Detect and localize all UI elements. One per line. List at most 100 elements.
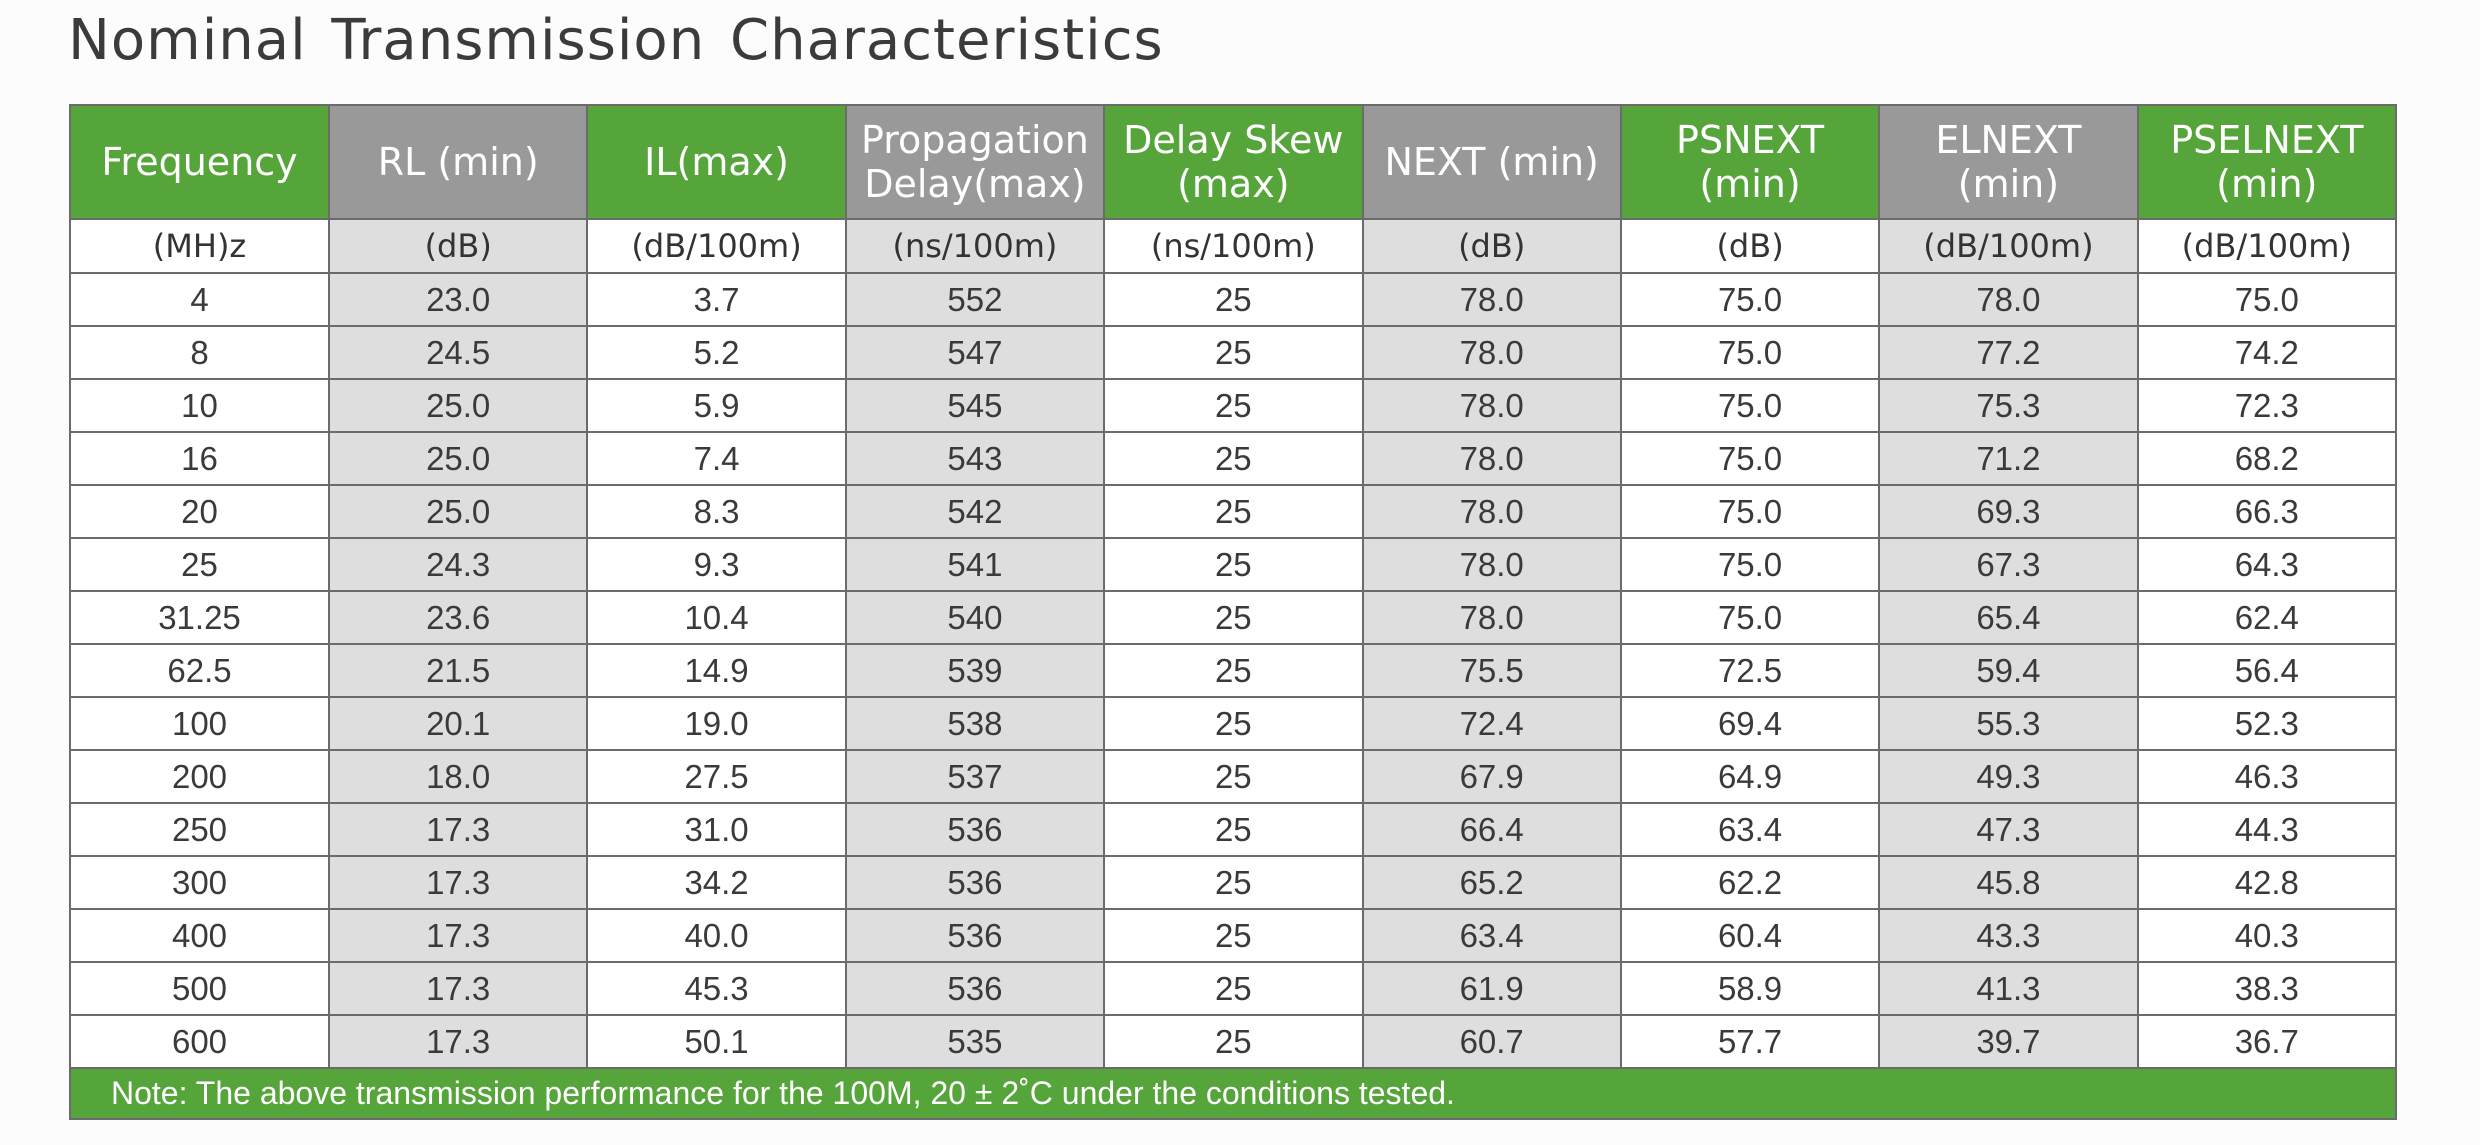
value-cell: 65.2 bbox=[1361, 855, 1622, 910]
value-cell: 9.3 bbox=[586, 537, 847, 592]
frequency-cell: 16 bbox=[69, 431, 330, 486]
value-cell: 14.9 bbox=[586, 643, 847, 698]
column-header-line: IL(max) bbox=[644, 140, 789, 184]
value-cell: 49.3 bbox=[1878, 749, 2139, 804]
column-header-line: (min) bbox=[2216, 162, 2318, 206]
unit-cell: (ns/100m) bbox=[844, 218, 1106, 274]
value-cell: 44.3 bbox=[2136, 802, 2398, 857]
value-cell: 21.5 bbox=[327, 643, 589, 698]
value-cell: 45.3 bbox=[586, 961, 847, 1016]
value-cell: 41.3 bbox=[1878, 961, 2139, 1016]
frequency-cell: 100 bbox=[69, 696, 330, 751]
table-row: 20 25.0 8.3 542 25 78.0 75.0 69.3 66.3 bbox=[69, 484, 2398, 539]
value-cell: 17.3 bbox=[327, 961, 589, 1016]
value-cell: 552 bbox=[844, 272, 1106, 327]
value-cell: 67.9 bbox=[1361, 749, 1622, 804]
value-cell: 72.4 bbox=[1361, 696, 1622, 751]
table-row: 8 24.5 5.2 547 25 78.0 75.0 77.2 74.2 bbox=[69, 325, 2398, 380]
unit-cell: (dB) bbox=[1361, 218, 1622, 274]
value-cell: 535 bbox=[844, 1014, 1106, 1069]
value-cell: 66.4 bbox=[1361, 802, 1622, 857]
page-title: Nominal Transmission Characteristics bbox=[68, 8, 1164, 73]
value-cell: 42.8 bbox=[2136, 855, 2398, 910]
value-cell: 536 bbox=[844, 802, 1106, 857]
value-cell: 47.3 bbox=[1878, 802, 2139, 857]
value-cell: 543 bbox=[844, 431, 1106, 486]
column-header: Frequency bbox=[69, 104, 330, 220]
value-cell: 75.0 bbox=[1619, 378, 1881, 433]
value-cell: 71.2 bbox=[1878, 431, 2139, 486]
value-cell: 64.9 bbox=[1619, 749, 1881, 804]
value-cell: 547 bbox=[844, 325, 1106, 380]
value-cell: 25 bbox=[1103, 272, 1364, 327]
value-cell: 55.3 bbox=[1878, 696, 2139, 751]
column-header-line: Delay Skew bbox=[1123, 118, 1344, 162]
value-cell: 3.7 bbox=[586, 272, 847, 327]
value-cell: 78.0 bbox=[1361, 431, 1622, 486]
table-row: 500 17.3 45.3 536 25 61.9 58.9 41.3 38.3 bbox=[69, 961, 2398, 1016]
column-header-line: NEXT (min) bbox=[1384, 140, 1599, 184]
value-cell: 536 bbox=[844, 961, 1106, 1016]
column-header-line: PSELNEXT bbox=[2170, 118, 2364, 162]
value-cell: 78.0 bbox=[1361, 484, 1622, 539]
value-cell: 50.1 bbox=[586, 1014, 847, 1069]
value-cell: 67.3 bbox=[1878, 537, 2139, 592]
value-cell: 61.9 bbox=[1361, 961, 1622, 1016]
value-cell: 545 bbox=[844, 378, 1106, 433]
table-row: 25 24.3 9.3 541 25 78.0 75.0 67.3 64.3 bbox=[69, 537, 2398, 592]
value-cell: 25.0 bbox=[327, 431, 589, 486]
column-header: PSNEXT (min) bbox=[1619, 104, 1881, 220]
unit-cell: (dB/100m) bbox=[1878, 218, 2139, 274]
column-header: Delay Skew (max) bbox=[1103, 104, 1364, 220]
value-cell: 540 bbox=[844, 590, 1106, 645]
value-cell: 39.7 bbox=[1878, 1014, 2139, 1069]
value-cell: 25 bbox=[1103, 1014, 1364, 1069]
value-cell: 63.4 bbox=[1619, 802, 1881, 857]
header-row: Frequency RL (min) IL(max) Propagation Delay… bbox=[69, 104, 2398, 220]
value-cell: 75.0 bbox=[1619, 325, 1881, 380]
value-cell: 17.3 bbox=[327, 855, 589, 910]
column-header-line: Propagation bbox=[860, 118, 1089, 162]
value-cell: 64.3 bbox=[2136, 537, 2398, 592]
value-cell: 57.7 bbox=[1619, 1014, 1881, 1069]
value-cell: 17.3 bbox=[327, 1014, 589, 1069]
value-cell: 538 bbox=[844, 696, 1106, 751]
table-row: 4 23.0 3.7 552 25 78.0 75.0 78.0 75.0 bbox=[69, 272, 2398, 327]
column-header-line: (min) bbox=[1699, 162, 1801, 206]
unit-cell: (dB/100m) bbox=[2136, 218, 2398, 274]
value-cell: 25 bbox=[1103, 908, 1364, 963]
value-cell: 52.3 bbox=[2136, 696, 2398, 751]
value-cell: 24.5 bbox=[327, 325, 589, 380]
note-row: Note: The above transmission performance… bbox=[69, 1067, 2397, 1120]
value-cell: 75.0 bbox=[1619, 537, 1881, 592]
value-cell: 539 bbox=[844, 643, 1106, 698]
column-header-line: Delay(max) bbox=[864, 162, 1086, 206]
frequency-cell: 25 bbox=[69, 537, 330, 592]
value-cell: 78.0 bbox=[1361, 378, 1622, 433]
value-cell: 537 bbox=[844, 749, 1106, 804]
value-cell: 78.0 bbox=[1878, 272, 2139, 327]
value-cell: 43.3 bbox=[1878, 908, 2139, 963]
value-cell: 60.7 bbox=[1361, 1014, 1622, 1069]
frequency-cell: 8 bbox=[69, 325, 330, 380]
value-cell: 25.0 bbox=[327, 484, 589, 539]
value-cell: 74.2 bbox=[2136, 325, 2398, 380]
value-cell: 38.3 bbox=[2136, 961, 2398, 1016]
column-header-line: Frequency bbox=[101, 140, 298, 184]
frequency-cell: 500 bbox=[69, 961, 330, 1016]
column-header-line: (min) bbox=[1957, 162, 2060, 206]
value-cell: 25.0 bbox=[327, 378, 589, 433]
frequency-cell: 10 bbox=[69, 378, 330, 433]
value-cell: 25 bbox=[1103, 961, 1364, 1016]
value-cell: 10.4 bbox=[586, 590, 847, 645]
value-cell: 59.4 bbox=[1878, 643, 2139, 698]
table-row: 10 25.0 5.9 545 25 78.0 75.0 75.3 72.3 bbox=[69, 378, 2398, 433]
value-cell: 17.3 bbox=[327, 802, 589, 857]
unit-cell: (dB) bbox=[1619, 218, 1881, 274]
value-cell: 75.5 bbox=[1361, 643, 1622, 698]
unit-cell: (dB) bbox=[327, 218, 589, 274]
value-cell: 45.8 bbox=[1878, 855, 2139, 910]
value-cell: 17.3 bbox=[327, 908, 589, 963]
value-cell: 25 bbox=[1103, 802, 1364, 857]
value-cell: 7.4 bbox=[586, 431, 847, 486]
